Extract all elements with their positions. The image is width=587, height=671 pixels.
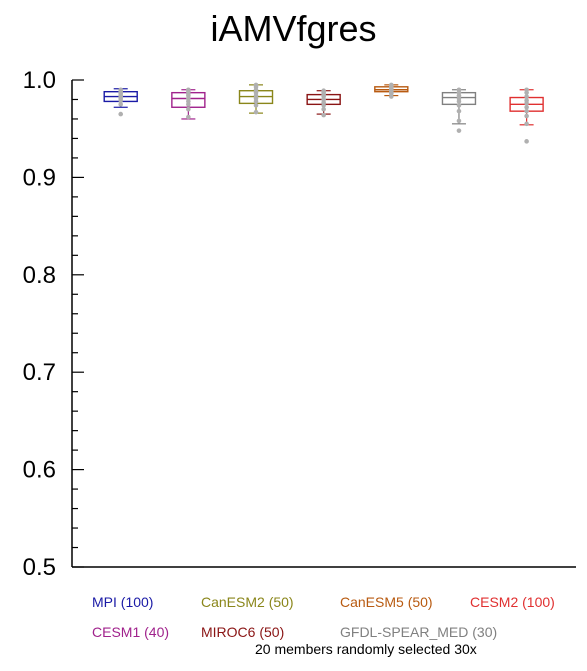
box-canesm2-point (253, 103, 259, 108)
box-miroc6-point (321, 112, 326, 118)
box-gfdl-spear-med-point (456, 108, 462, 114)
box-cesm2-point (524, 121, 529, 127)
box-cesm2-point (524, 139, 529, 144)
box-gfdl-spear-med-point (456, 128, 462, 133)
chart-note: 20 members randomly selected 30x (255, 641, 477, 657)
legend-item-miroc6: MIROC6 (50) (201, 624, 285, 640)
legend-item-cesm1: CESM1 (40) (92, 624, 170, 640)
legend-item-cesm2: CESM2 (100) (470, 594, 555, 610)
box-mpi-point (118, 87, 124, 93)
legend-item-canesm2: CanESM2 (50) (201, 594, 294, 610)
y-tick-label: 0.5 (23, 554, 56, 581)
box-cesm2-point (524, 113, 529, 119)
box-gfdl-spear-med-point (456, 87, 462, 93)
box-cesm1-point (186, 114, 191, 120)
box-cesm2-point (524, 104, 529, 110)
box-canesm2-point (253, 109, 259, 115)
box-cesm2-point (524, 108, 529, 114)
y-tick-label: 0.7 (23, 359, 56, 386)
legend-item-canesm5: CanESM5 (50) (340, 594, 433, 610)
box-canesm5-point (389, 82, 394, 88)
y-tick-label: 1.0 (23, 67, 56, 94)
y-tick-label: 0.8 (23, 262, 56, 289)
box-cesm1-point (186, 106, 191, 112)
chart-title: iAMVfgres (210, 8, 377, 49)
box-canesm2-point (253, 82, 259, 88)
box-mpi-point (118, 111, 124, 117)
box-miroc6-point (321, 106, 326, 112)
y-tick-label: 0.6 (23, 457, 56, 484)
box-mpi-point (118, 102, 124, 107)
box-miroc6-point (321, 88, 326, 94)
box-gfdl-spear-med-point (456, 118, 462, 124)
box-cesm1-point (186, 87, 191, 93)
legend-item-mpi: MPI (100) (92, 594, 154, 610)
box-gfdl-spear-med-point (456, 103, 462, 108)
box-cesm2-point (524, 87, 529, 93)
legend-item-gfdl-spear-med: GFDL-SPEAR_MED (30) (340, 624, 498, 640)
box-cesm2-point (524, 94, 529, 99)
y-tick-label: 0.9 (23, 164, 56, 191)
box-cesm2-point (524, 98, 529, 103)
